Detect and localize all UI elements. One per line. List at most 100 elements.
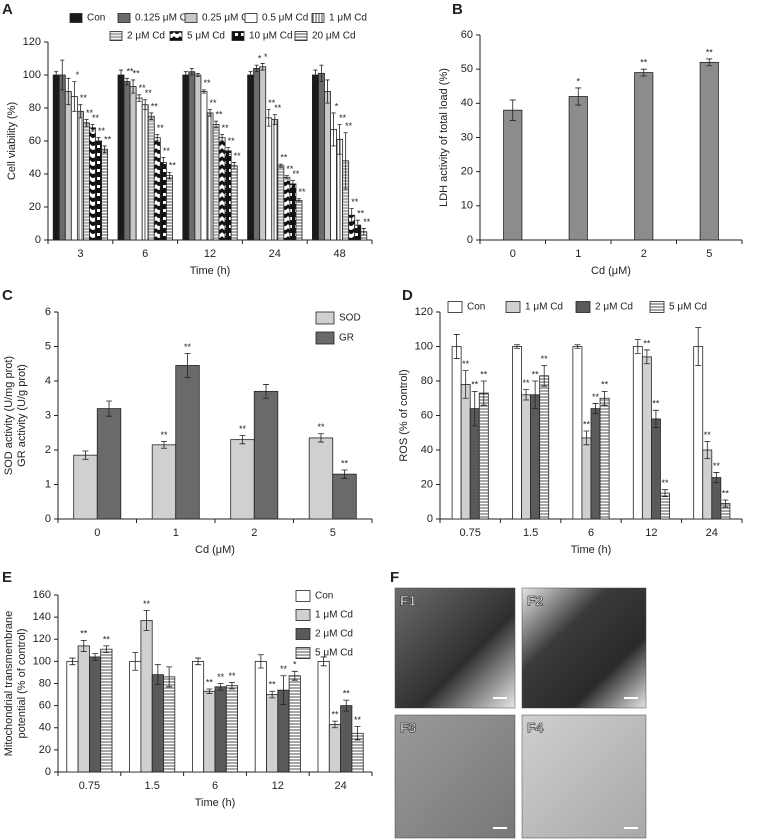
error-bar xyxy=(722,499,729,508)
panel-letter: A xyxy=(2,1,13,18)
bar xyxy=(539,375,550,520)
error-bar xyxy=(320,656,327,667)
x-tick-label: 24 xyxy=(269,248,281,260)
significance-label: ** xyxy=(127,67,135,77)
significance-label: ** xyxy=(92,113,100,123)
micrograph-label: F2 xyxy=(527,593,544,609)
panel-letter: C xyxy=(2,287,13,304)
error-bar xyxy=(341,469,348,479)
bar xyxy=(512,346,522,520)
y-tick-label: 80 xyxy=(29,102,41,114)
error-bar xyxy=(69,657,76,666)
error-bar xyxy=(706,58,713,67)
bar xyxy=(641,356,652,520)
significance-label: ** xyxy=(280,664,288,674)
significance-label: ** xyxy=(722,488,730,498)
y-tick-label: 100 xyxy=(415,340,433,352)
significance-label: * xyxy=(258,53,262,63)
significance-label: ** xyxy=(280,152,288,162)
legend-label: 0.125 μM Cd xyxy=(135,13,192,24)
error-bar xyxy=(195,72,200,78)
significance-label: ** xyxy=(462,359,470,369)
y-tick-label: 80 xyxy=(421,375,433,387)
error-bar xyxy=(695,327,702,366)
legend-label: SOD xyxy=(339,313,361,324)
bar xyxy=(451,346,462,520)
micrograph-label: F4 xyxy=(527,720,544,736)
error-bar xyxy=(149,112,154,120)
significance-label: * xyxy=(264,52,268,62)
x-tick-label: 2 xyxy=(251,527,257,539)
micrograph xyxy=(394,587,516,709)
bar xyxy=(693,346,704,520)
bar xyxy=(599,397,610,520)
error-bar xyxy=(280,675,287,705)
significance-label: ** xyxy=(532,369,540,379)
bar xyxy=(230,165,238,241)
significance-label: ** xyxy=(661,478,669,488)
error-bar xyxy=(291,670,298,681)
significance-label: ** xyxy=(354,715,362,725)
error-bar xyxy=(143,99,148,111)
significance-label: ** xyxy=(357,209,365,219)
legend-swatch xyxy=(295,590,311,602)
bar xyxy=(271,119,279,241)
significance-label: ** xyxy=(98,126,106,136)
significance-label: ** xyxy=(652,399,660,409)
bar xyxy=(89,656,102,773)
legend-label: Con xyxy=(315,591,333,602)
y-tick-label: 100 xyxy=(33,655,51,667)
legend-swatch xyxy=(505,301,521,313)
bar xyxy=(73,454,98,520)
significance-label: ** xyxy=(203,78,211,88)
bar xyxy=(288,675,301,773)
micrograph-label: F1 xyxy=(400,593,417,609)
error-bar xyxy=(72,81,77,112)
error-bar xyxy=(82,450,89,460)
significance-label: ** xyxy=(274,103,282,113)
panel-letter: B xyxy=(452,1,463,18)
legend-label: Con xyxy=(467,302,485,313)
significance-label: ** xyxy=(269,680,277,690)
y-tick-label: 0 xyxy=(45,513,51,525)
significance-label: ** xyxy=(268,98,276,108)
y-tick-label: 40 xyxy=(461,97,473,109)
significance-label: ** xyxy=(145,88,153,98)
bar xyxy=(200,91,208,241)
error-bar xyxy=(541,365,548,387)
y-tick-label: 6 xyxy=(45,306,51,318)
legend-label: 2 μM Cd xyxy=(127,31,165,42)
error-bar xyxy=(254,64,259,73)
error-bar xyxy=(575,87,582,106)
bar xyxy=(311,74,319,241)
bar xyxy=(634,72,654,241)
bar xyxy=(324,91,331,241)
bar xyxy=(460,384,471,520)
bar xyxy=(89,127,96,241)
bar xyxy=(182,74,190,241)
significance-label: ** xyxy=(86,108,94,118)
bar xyxy=(188,71,196,241)
y-tick-label: 120 xyxy=(415,306,433,318)
error-bar xyxy=(189,68,194,76)
error-bar xyxy=(278,163,283,168)
y-axis-label: Mitochondrial transmembrane xyxy=(3,611,15,757)
significance-label: ** xyxy=(601,380,609,390)
legend-swatch xyxy=(231,31,245,41)
significance-label: ** xyxy=(216,110,224,120)
bar xyxy=(191,660,205,773)
bar xyxy=(153,137,161,241)
error-bar xyxy=(214,120,219,129)
x-tick-label: 1 xyxy=(173,527,179,539)
y-tick-label: 140 xyxy=(33,611,51,623)
error-bar xyxy=(331,720,338,729)
y-tick-label: 30 xyxy=(461,131,473,143)
error-bar xyxy=(704,440,711,460)
error-bar xyxy=(195,657,202,666)
y-tick-label: 40 xyxy=(29,168,41,180)
error-bar xyxy=(260,63,265,71)
error-bar xyxy=(118,69,124,81)
error-bar xyxy=(166,666,173,688)
error-bar xyxy=(217,683,224,691)
